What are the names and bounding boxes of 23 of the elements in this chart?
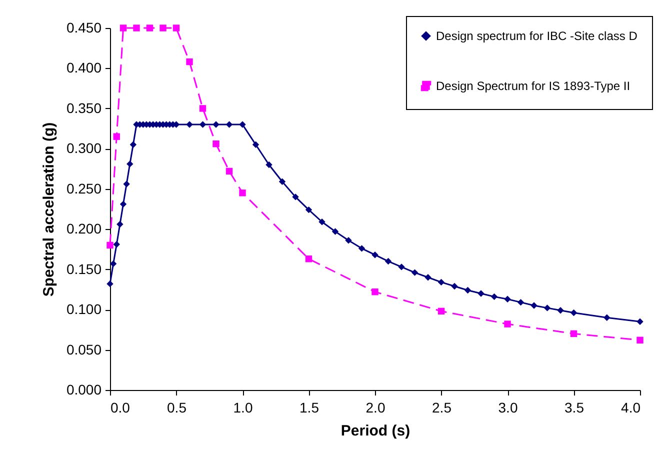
- y-tick-label: 0.050: [66, 341, 102, 358]
- y-tick-label: 0.200: [66, 220, 102, 237]
- x-tick-label: 2.0: [366, 400, 386, 416]
- y-axis-title: Spectral acceleration (g): [40, 122, 58, 297]
- x-tick-label: 3.0: [498, 400, 518, 416]
- x-tick-label: 3.5: [564, 400, 584, 416]
- x-tick-label: 2.5: [432, 400, 452, 416]
- y-tick-label: 0.250: [66, 180, 102, 196]
- y-tick-label: 0.100: [66, 301, 102, 318]
- x-tick-label: 1.0: [233, 400, 253, 416]
- x-axis-title: Period (s): [340, 422, 410, 440]
- y-tick-label: 0.350: [66, 100, 102, 116]
- y-tick-label: 0.150: [66, 260, 102, 277]
- x-tick-label: 1.5: [300, 400, 320, 416]
- legend-label: Design spectrum for IBC -Site class D: [436, 29, 638, 43]
- y-tick-label: 0.450: [66, 20, 102, 36]
- x-tick-label: 0.0: [110, 400, 130, 416]
- legend-label: Design Spectrum for IS 1893-Type II: [436, 79, 630, 93]
- x-tick-label: 4.0: [621, 400, 641, 416]
- y-tick-label: 0.300: [66, 140, 102, 156]
- x-tick-label: 0.5: [167, 400, 187, 416]
- y-tick-label: 0.000: [66, 382, 102, 398]
- y-tick-label: 0.400: [66, 60, 102, 76]
